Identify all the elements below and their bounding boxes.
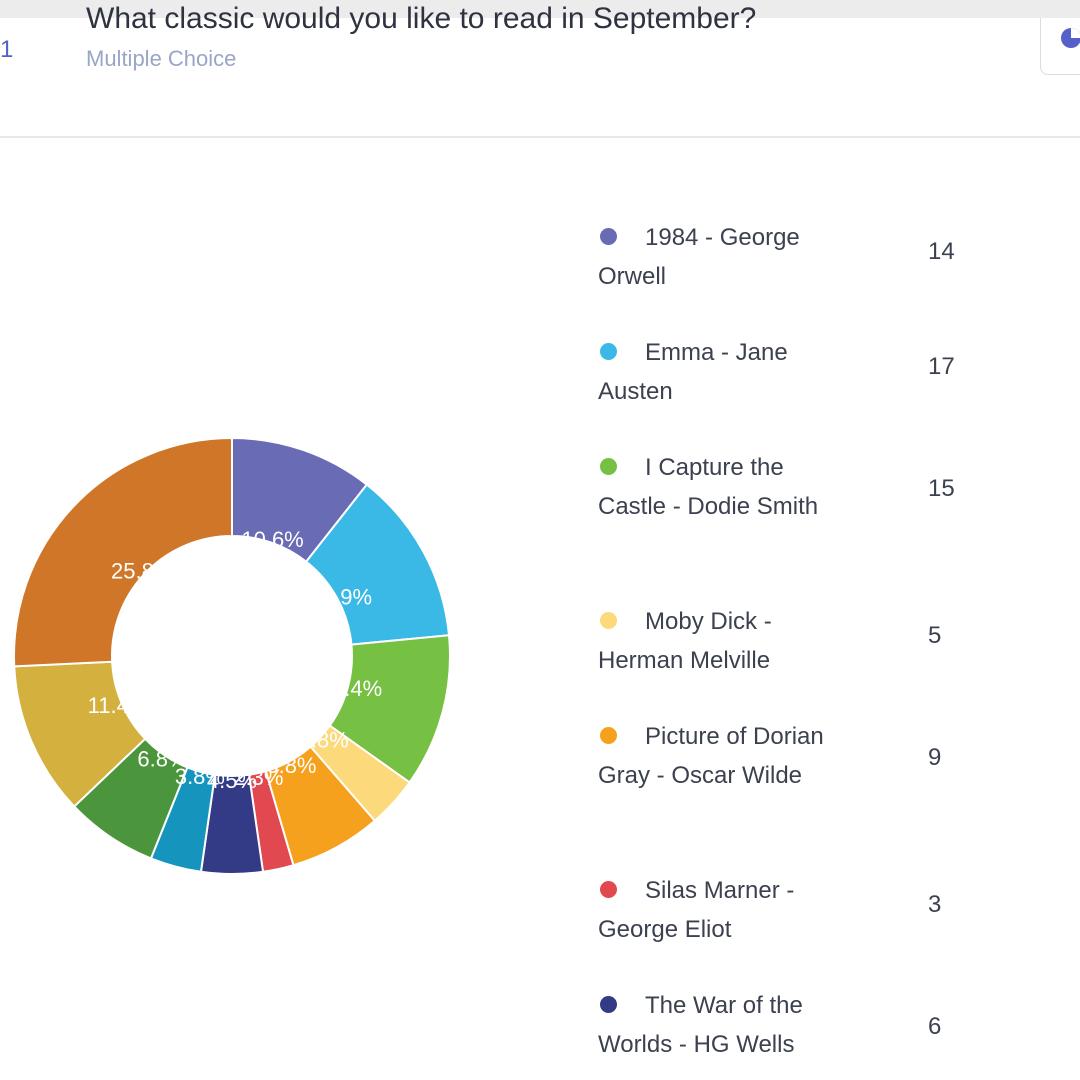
- slice-percent-label: 2.3%: [233, 765, 283, 790]
- legend-label: Moby Dick - Herman Melville: [598, 608, 772, 674]
- legend-count: 15: [928, 475, 955, 502]
- question-type: Multiple Choice: [86, 46, 237, 71]
- legend-color-dot: [600, 458, 617, 475]
- legend-color-dot: [600, 996, 617, 1013]
- legend-label: Silas Marner - George Eliot: [598, 877, 795, 943]
- legend-count: 9: [928, 744, 942, 771]
- legend-label: 1984 - George Orwell: [598, 224, 800, 290]
- slice-percent-label: 6.8%: [266, 753, 316, 778]
- slice-percent-label: 6.8%: [137, 747, 187, 772]
- question-header: 1 What classic would you like to read in…: [0, 2, 1080, 138]
- legend-color-dot: [600, 881, 617, 898]
- chart-type-button[interactable]: [1040, 18, 1080, 75]
- donut-slice[interactable]: [13, 436, 233, 668]
- legend-color-dot: [600, 228, 617, 245]
- slice-percent-label: 12.9%: [310, 585, 372, 610]
- slice-percent-label: 10.6%: [241, 527, 303, 552]
- legend-count: 3: [928, 891, 942, 918]
- slice-percent-label: 3.8%: [175, 764, 225, 789]
- legend-count: 14: [928, 238, 955, 265]
- legend-count: 5: [928, 622, 942, 649]
- slice-percent-label: 3.8%: [299, 727, 349, 752]
- slice-percent-label: 11.4%: [88, 693, 149, 718]
- legend-label: The War of the Worlds - HG Wells: [598, 992, 803, 1058]
- slice-percent-label: 11.4%: [321, 676, 382, 701]
- legend-label: Picture of Dorian Gray - Oscar Wilde: [598, 723, 824, 789]
- legend-color-dot: [600, 727, 617, 744]
- question-title: What classic would you like to read in S…: [86, 2, 757, 35]
- pie-chart-icon: [1061, 28, 1080, 48]
- legend-count: 17: [928, 353, 955, 380]
- legend-color-dot: [600, 343, 617, 360]
- legend-color-dot: [600, 612, 617, 629]
- question-number: 1: [0, 36, 14, 63]
- legend-label: Emma - Jane Austen: [598, 339, 788, 405]
- donut-chart: 10.6%12.9%11.4%3.8%6.8%2.3%4.5%3.8%6.8%1…: [13, 436, 451, 875]
- legend-count: 6: [928, 1013, 942, 1040]
- legend-label: I Capture the Castle - Dodie Smith: [598, 454, 819, 520]
- slice-percent-label: 25.8%: [111, 558, 173, 583]
- slice-percent-label: 4.5%: [207, 768, 257, 793]
